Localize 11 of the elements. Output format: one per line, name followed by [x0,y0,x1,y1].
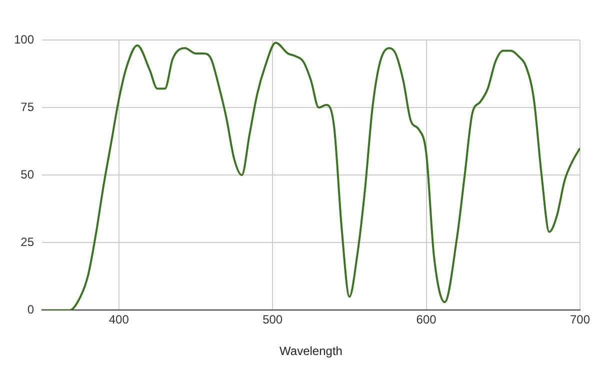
x-tick-label: 600 [416,312,437,327]
x-axis-title: Wavelength [280,344,342,358]
x-tick-label: 700 [570,312,590,327]
line-series [42,42,580,310]
x-tick-label: 400 [108,312,130,327]
y-tick-label: 50 [20,167,34,182]
y-tick-label: 25 [20,234,34,249]
y-tick-label: 75 [20,100,34,114]
y-tick-label: 0 [27,302,34,317]
y-tick-label: 100 [14,32,34,46]
x-tick-label: 500 [262,312,283,327]
